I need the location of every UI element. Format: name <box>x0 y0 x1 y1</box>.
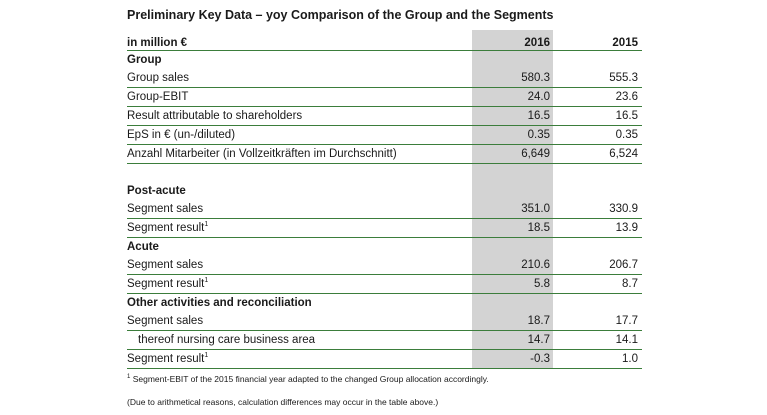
value-2016: 351.0 <box>521 203 550 215</box>
footnote-marker: 1 <box>127 374 131 380</box>
section-header-row: Acute <box>127 238 642 256</box>
page-title: Preliminary Key Data – yoy Comparison of… <box>127 8 554 22</box>
table-row: Segment result1 18.5 13.9 <box>127 219 642 238</box>
table-header: in million € 2016 2015 <box>127 30 642 51</box>
footnote-1-text: Segment-EBIT of the 2015 financial year … <box>132 374 489 384</box>
section-header-row: Group <box>127 51 642 69</box>
value-2015: 17.7 <box>615 315 638 327</box>
row-label: Group <box>127 54 162 66</box>
value-2015: 13.9 <box>615 222 638 234</box>
row-label: Result attributable to shareholders <box>127 110 303 122</box>
table-row: Result attributable to shareholders 16.5 1… <box>127 107 642 126</box>
section-header-row: Post-acute <box>127 182 642 200</box>
value-2016: 14.7 <box>527 334 550 346</box>
footnote-2: (Due to arithmetical reasons, calculatio… <box>127 397 439 407</box>
table-row: thereof nursing care business area 14.7 14… <box>127 331 642 350</box>
key-data-table: in million € 2016 2015 Group Group sales 5… <box>127 30 642 369</box>
table-row: EpS in € (un-/diluted) 0.35 0.35 <box>127 126 642 145</box>
row-label: Group-EBIT <box>127 91 189 103</box>
footnote-1: 1 Segment-EBIT of the 2015 financial yea… <box>127 374 489 384</box>
row-label: Anzahl Mitarbeiter (in Vollzeitkräften i… <box>127 148 397 160</box>
row-label: Acute <box>127 241 159 253</box>
table-row: Segment sales 210.6 206.7 <box>127 256 642 275</box>
value-2016: 5.8 <box>534 278 550 290</box>
value-2016: 16.5 <box>527 110 550 122</box>
value-2016: 210.6 <box>521 259 550 271</box>
footnote-ref: 1 <box>204 277 209 284</box>
table-row: Anzahl Mitarbeiter (in Vollzeitkräften i… <box>127 145 642 164</box>
footnote-ref: 1 <box>204 221 209 228</box>
section-header-row: Other activities and reconciliation <box>127 294 642 312</box>
value-2016: 18.7 <box>527 315 550 327</box>
row-label: thereof nursing care business area <box>138 334 316 346</box>
row-label: Other activities and reconciliation <box>127 297 312 309</box>
value-2015: 16.5 <box>615 110 638 122</box>
row-label: Segment result1 <box>127 221 209 234</box>
value-2016: -0.3 <box>530 353 550 365</box>
table-row: Segment result1 -0.3 1.0 <box>127 350 642 369</box>
row-label: Segment sales <box>127 259 204 271</box>
value-2015: 330.9 <box>609 203 638 215</box>
value-2016: 0.35 <box>527 129 550 141</box>
value-2016: 6,649 <box>521 148 550 160</box>
table-row: Segment sales 351.0 330.9 <box>127 200 642 219</box>
highlight-column-2016 <box>472 30 553 368</box>
row-label: Post-acute <box>127 185 186 197</box>
header-year-2016: 2016 <box>524 37 550 49</box>
value-2016: 18.5 <box>527 222 550 234</box>
row-label: Segment sales <box>127 203 204 215</box>
row-label: EpS in € (un-/diluted) <box>127 129 236 141</box>
row-label: Segment sales <box>127 315 204 327</box>
header-year-2015: 2015 <box>612 37 638 49</box>
value-2015: 6,524 <box>609 148 638 160</box>
row-label: Segment result1 <box>127 277 209 290</box>
table-row: Segment sales 18.7 17.7 <box>127 312 642 331</box>
value-2015: 8.7 <box>622 278 638 290</box>
value-2016: 580.3 <box>521 72 550 84</box>
table-row: Group-EBIT 24.0 23.6 <box>127 88 642 107</box>
value-2016: 24.0 <box>527 91 550 103</box>
footnote-ref: 1 <box>204 352 209 359</box>
value-2015: 555.3 <box>609 72 638 84</box>
value-2015: 0.35 <box>615 129 638 141</box>
value-2015: 1.0 <box>622 353 638 365</box>
value-2015: 23.6 <box>615 91 638 103</box>
table-row: Group sales 580.3 555.3 <box>127 69 642 88</box>
row-label: Segment result1 <box>127 352 209 365</box>
row-label: Group sales <box>127 72 190 84</box>
table-spacer <box>127 164 642 182</box>
table-row: Segment result1 5.8 8.7 <box>127 275 642 294</box>
value-2015: 206.7 <box>609 259 638 271</box>
header-unit-label: in million € <box>127 37 188 49</box>
value-2015: 14.1 <box>615 334 638 346</box>
